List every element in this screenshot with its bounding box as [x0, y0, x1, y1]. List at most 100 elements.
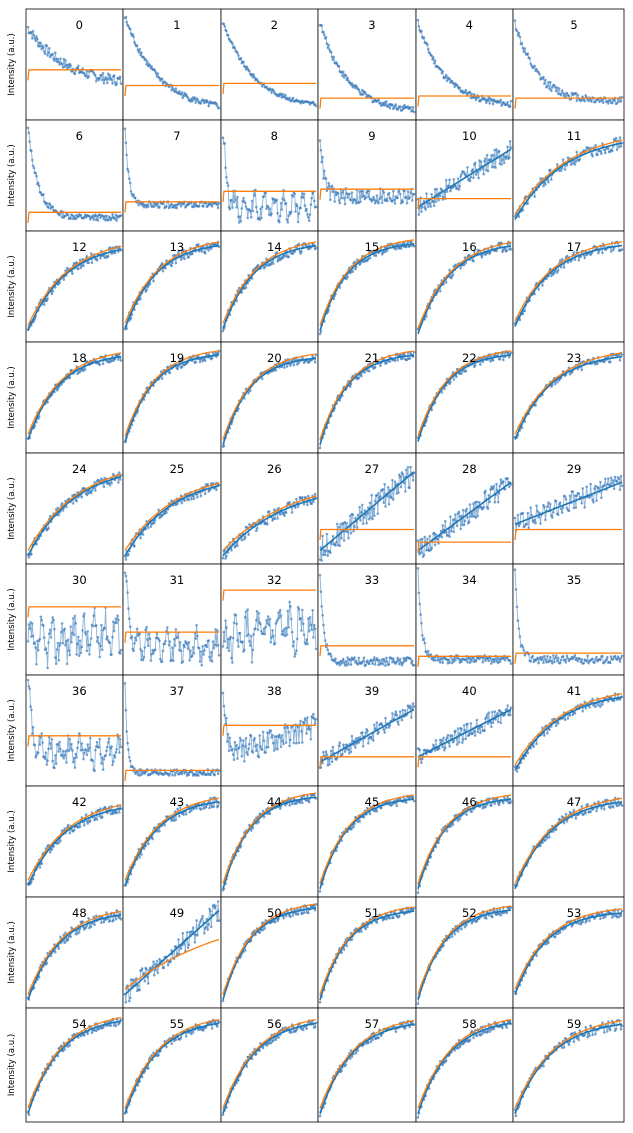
data-point [313, 627, 317, 631]
data-point [517, 31, 521, 35]
data-point [229, 745, 232, 748]
data-series-3 [318, 23, 416, 114]
data-point [139, 297, 142, 301]
data-point [139, 648, 142, 651]
data-point [551, 384, 554, 387]
data-point [163, 642, 166, 646]
data-point [508, 355, 511, 359]
data-series-4 [416, 18, 513, 108]
data-point [506, 704, 509, 707]
data-point [434, 739, 438, 742]
data-point [191, 646, 195, 649]
data-point [382, 657, 386, 661]
data-point [553, 660, 556, 664]
data-point [290, 210, 293, 214]
data-point [284, 93, 287, 97]
data-point [71, 502, 75, 505]
data-point [101, 362, 105, 366]
data-point [100, 623, 103, 627]
panel-40: 40 [415, 674, 514, 787]
fit-line-6 [27, 211, 121, 223]
data-point [32, 166, 36, 170]
data-point [373, 723, 376, 727]
data-point [607, 147, 610, 150]
data-point [338, 663, 342, 667]
data-point [386, 199, 389, 203]
data-point [54, 51, 57, 54]
data-point [326, 648, 330, 652]
data-point [42, 624, 45, 627]
data-point [377, 491, 380, 495]
data-point [379, 195, 383, 199]
data-point [294, 652, 297, 656]
data-point [209, 650, 213, 654]
data-point [476, 730, 480, 734]
data-point [331, 58, 335, 62]
data-point [489, 657, 492, 660]
data-point [597, 251, 600, 255]
data-point [244, 286, 248, 290]
panel-label: 11 [567, 129, 582, 143]
panel-frame [122, 674, 222, 787]
panel-label: 0 [76, 18, 83, 32]
data-point [216, 643, 220, 647]
data-point [238, 736, 242, 740]
data-point [553, 86, 557, 89]
data-point [59, 641, 62, 645]
data-point [483, 159, 486, 163]
data-point [381, 488, 385, 491]
data-point [29, 705, 32, 708]
data-point [119, 214, 123, 217]
data-point [588, 705, 591, 709]
data-point [467, 733, 471, 737]
data-point [615, 101, 619, 105]
data-point [83, 612, 86, 615]
data-point [283, 366, 286, 369]
data-point [618, 359, 622, 362]
data-point [337, 525, 341, 529]
data-point [38, 637, 42, 641]
data-point [288, 600, 291, 604]
data-point [593, 661, 596, 664]
data-point [228, 207, 232, 211]
data-point [42, 46, 45, 49]
data-point [560, 511, 564, 514]
data-point [194, 361, 197, 364]
data-point [250, 661, 254, 664]
data-point [435, 187, 439, 191]
data-point [351, 201, 355, 205]
data-point [491, 359, 495, 362]
data-point [378, 658, 381, 662]
data-point [463, 729, 467, 732]
data-point [464, 88, 468, 92]
data-point [240, 538, 244, 542]
data-point [106, 741, 110, 744]
data-point [266, 205, 270, 209]
data-point [45, 651, 49, 655]
data-point [54, 754, 57, 757]
data-point [485, 153, 489, 157]
data-point [282, 742, 285, 746]
data-point [421, 634, 424, 637]
data-point [542, 184, 545, 188]
data-point [532, 660, 535, 664]
panel-label: 16 [462, 240, 477, 254]
data-point [244, 736, 248, 740]
panel-frame [122, 119, 222, 232]
data-point [329, 652, 332, 656]
data-point [461, 89, 464, 92]
data-point [226, 646, 229, 650]
data-point [309, 737, 313, 741]
panel-frame [122, 230, 222, 343]
data-point [454, 184, 457, 188]
data-point [154, 636, 158, 640]
data-point [158, 639, 161, 643]
data-point [451, 273, 455, 277]
panel-label: 1 [173, 18, 180, 32]
data-point [133, 642, 136, 645]
data-point [263, 265, 267, 269]
data-point [94, 748, 97, 752]
data-point [170, 203, 173, 206]
data-point [615, 698, 619, 701]
data-point [89, 643, 92, 646]
